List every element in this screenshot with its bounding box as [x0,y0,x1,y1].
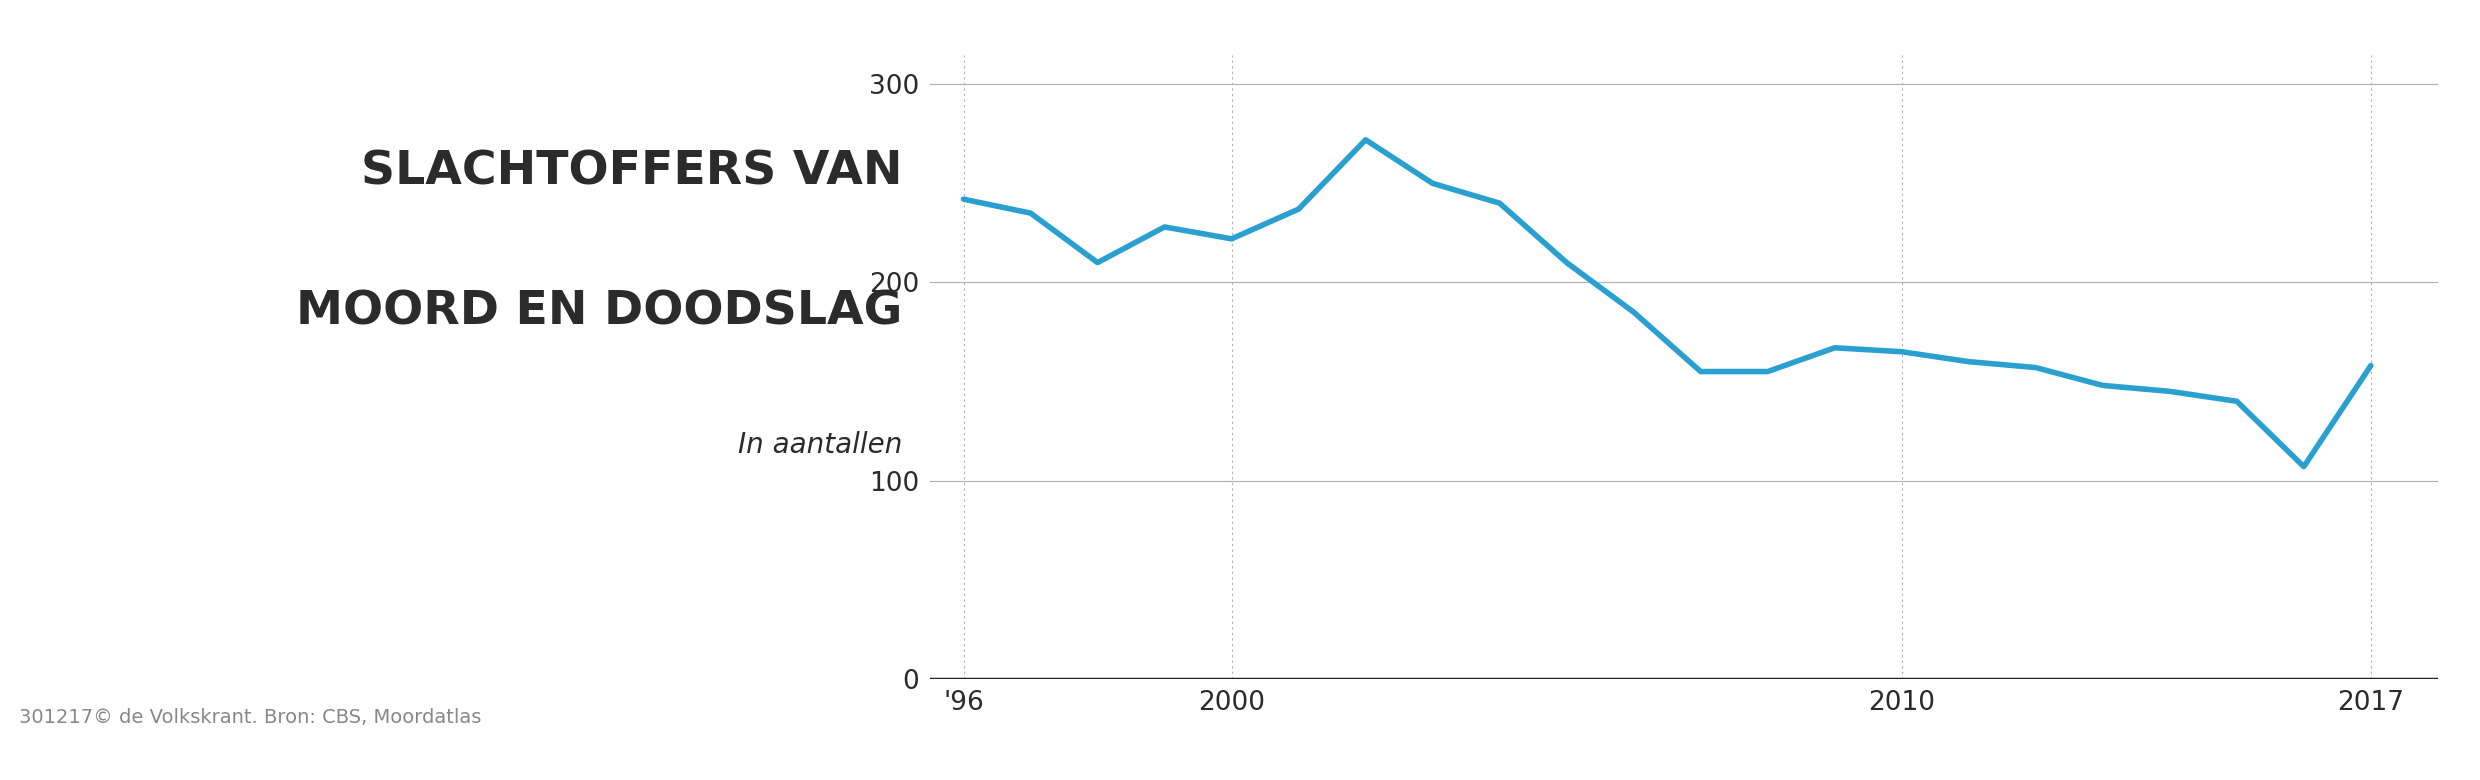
Text: SLACHTOFFERS VAN: SLACHTOFFERS VAN [360,149,903,194]
Text: In aantallen: In aantallen [737,431,903,459]
Text: 301217© de Volkskrant. Bron: CBS, Moordatlas: 301217© de Volkskrant. Bron: CBS, Moorda… [20,708,481,727]
Text: MOORD EN DOODSLAG: MOORD EN DOODSLAG [295,289,903,335]
